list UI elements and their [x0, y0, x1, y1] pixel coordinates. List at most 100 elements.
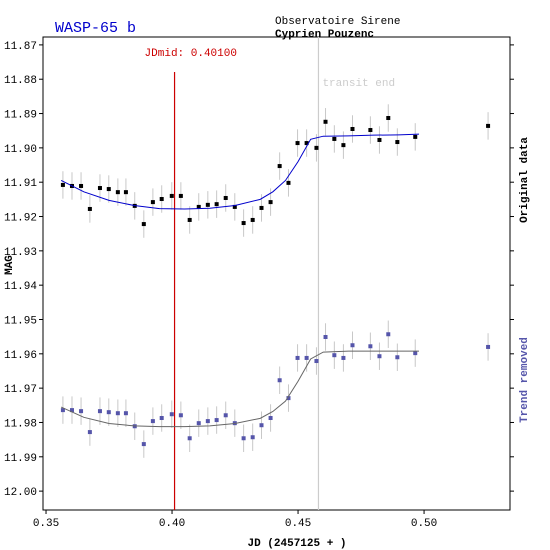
fit-line	[60, 133, 420, 210]
data-point	[350, 126, 355, 131]
data-point	[159, 197, 164, 202]
data-point	[232, 204, 237, 209]
data-point	[259, 205, 264, 210]
data-point	[79, 183, 84, 188]
data-point	[214, 418, 219, 423]
y-axis-label: MAG	[4, 255, 16, 275]
data-point	[286, 180, 291, 185]
data-point	[97, 409, 102, 414]
legend-label: Trend removed	[519, 337, 531, 423]
y-tick-label: 11.98	[4, 418, 37, 430]
y-tick-label: 11.97	[4, 384, 37, 396]
data-point	[60, 408, 65, 413]
data-point	[323, 119, 328, 124]
y-tick-label: 12.00	[4, 487, 37, 499]
data-point	[486, 344, 491, 349]
y-tick-label: 11.99	[4, 453, 37, 465]
data-point	[123, 190, 128, 195]
data-point	[350, 343, 355, 348]
plot-frame	[42, 36, 511, 511]
data-point	[187, 436, 192, 441]
data-point	[106, 410, 111, 415]
data-point	[314, 145, 319, 150]
data-point	[250, 217, 255, 222]
x-tick-label: 0.35	[33, 518, 59, 530]
data-point	[386, 332, 391, 337]
marker-label: transit end	[322, 78, 395, 90]
y-tick-label: 11.88	[4, 75, 37, 87]
data-point	[178, 413, 183, 418]
data-point	[314, 359, 319, 364]
data-point	[141, 222, 146, 227]
data-point	[332, 353, 337, 358]
data-point	[214, 202, 219, 207]
data-point	[241, 221, 246, 226]
fit-line	[60, 350, 420, 428]
data-point	[196, 204, 201, 209]
data-point	[69, 408, 74, 413]
marker-label: JDmid: 0.40100	[145, 48, 237, 60]
data-point	[159, 416, 164, 421]
data-point	[223, 413, 228, 418]
y-tick-label: 11.94	[4, 281, 37, 293]
data-point	[323, 335, 328, 340]
data-point	[341, 143, 346, 148]
data-point	[123, 411, 128, 416]
data-point	[187, 217, 192, 222]
data-point	[386, 116, 391, 121]
y-tick-label: 11.90	[4, 144, 37, 156]
data-point	[141, 442, 146, 447]
data-point	[413, 134, 418, 139]
data-point	[196, 421, 201, 426]
data-point	[341, 355, 346, 360]
data-point	[87, 206, 92, 211]
data-point	[368, 128, 373, 133]
data-point	[377, 354, 382, 359]
data-point	[395, 140, 400, 145]
legend-label: Original data	[519, 137, 531, 223]
data-point	[178, 193, 183, 198]
data-point	[304, 141, 309, 146]
data-point	[169, 193, 174, 198]
data-point	[115, 411, 120, 416]
x-tick-label: 0.50	[411, 518, 437, 530]
data-point	[60, 182, 65, 187]
data-point	[277, 378, 282, 383]
data-point	[486, 123, 491, 128]
y-tick-label: 11.96	[4, 350, 37, 362]
data-point	[150, 419, 155, 424]
data-point	[268, 200, 273, 205]
observer: Cyprien Pouzenc	[275, 29, 374, 41]
observatory: Observatoire Sirene	[275, 16, 400, 28]
y-tick-label: 11.89	[4, 110, 37, 122]
data-point	[277, 164, 282, 169]
y-tick-label: 11.91	[4, 178, 37, 190]
data-point	[295, 355, 300, 360]
data-point	[241, 436, 246, 441]
data-point	[115, 190, 120, 195]
x-tick-label: 0.40	[159, 518, 185, 530]
data-point	[106, 187, 111, 192]
y-tick-label: 11.87	[4, 41, 37, 53]
data-point	[205, 202, 210, 207]
y-tick-label: 11.92	[4, 213, 37, 225]
data-point	[413, 351, 418, 356]
data-point	[150, 200, 155, 205]
data-point	[169, 412, 174, 417]
data-point	[286, 396, 291, 401]
data-point	[250, 435, 255, 440]
x-axis-label: JD (2457125 + )	[247, 538, 346, 550]
data-point	[79, 409, 84, 414]
data-point	[295, 141, 300, 146]
y-tick-label: 11.95	[4, 315, 37, 327]
data-point	[223, 195, 228, 200]
data-point	[97, 186, 102, 191]
data-point	[377, 137, 382, 142]
data-point	[259, 423, 264, 428]
data-point	[332, 136, 337, 141]
data-point	[304, 355, 309, 360]
x-tick-label: 0.45	[285, 518, 311, 530]
data-point	[395, 355, 400, 360]
data-point	[368, 344, 373, 349]
